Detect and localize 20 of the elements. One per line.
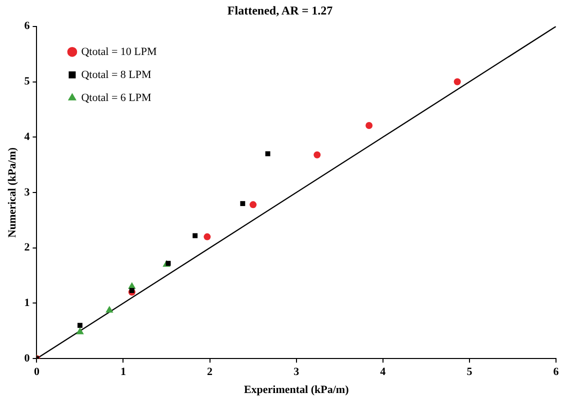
y-tick-label: 2 [24, 242, 30, 254]
y-tick-label: 4 [24, 130, 30, 143]
y-tick-label: 5 [24, 76, 30, 88]
legend-label: Qtotal = 8 LPM [81, 68, 152, 81]
x-tick-label: 4 [380, 366, 386, 378]
y-axis-title: Numerical (kPa/m) [6, 147, 18, 238]
x-tick-label: 1 [120, 366, 126, 378]
y-tick-label: 0 [24, 352, 30, 364]
x-tick-label: 3 [294, 366, 300, 378]
x-tick-label: 0 [34, 366, 40, 378]
x-axis-title: Experimental (kPa/m) [244, 384, 350, 396]
x-tick-label: 5 [466, 366, 473, 378]
chart-title: Flattened, AR = 1.27 [227, 3, 333, 18]
legend-label: Qtotal = 10 LPM [81, 46, 157, 58]
y-tick-label: 3 [24, 186, 30, 198]
x-tick-label: 6 [553, 366, 560, 378]
y-tick-label: 6 [24, 20, 30, 32]
y-tick-label: 1 [24, 297, 30, 310]
legend-label: Qtotal = 6 LPM [81, 92, 152, 104]
x-tick-label: 2 [207, 366, 214, 378]
